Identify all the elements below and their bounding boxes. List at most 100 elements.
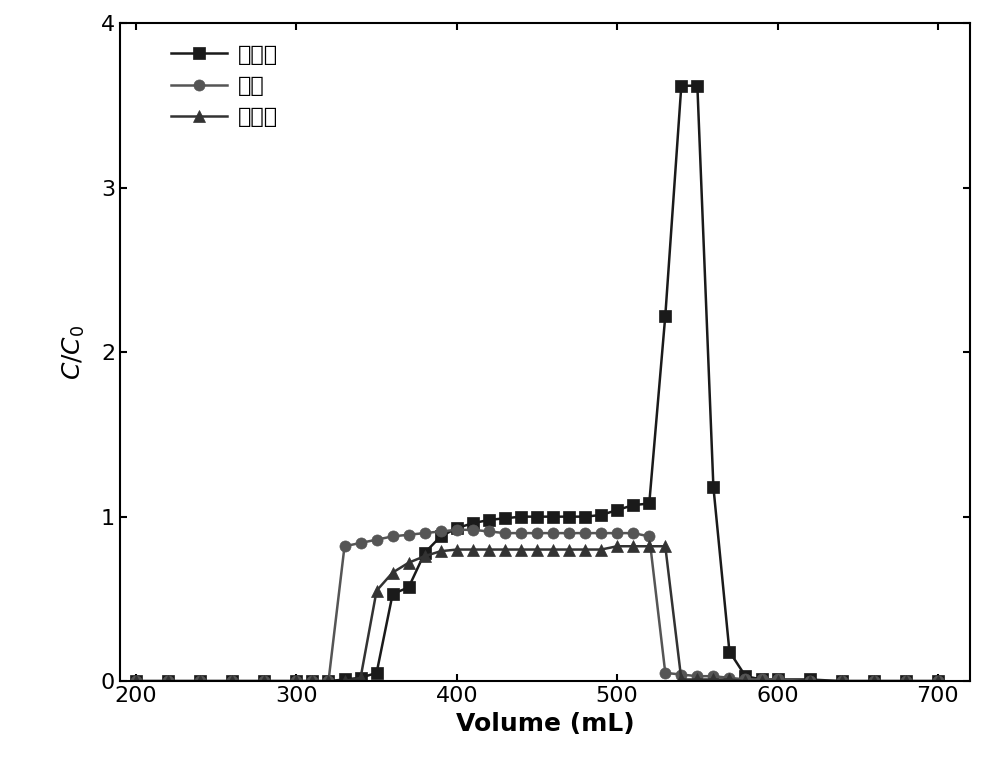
色素 xyxy=(306,676,318,686)
戊二胺 xyxy=(226,676,238,686)
硫酸盐 xyxy=(707,675,719,684)
色素 xyxy=(130,676,142,686)
戊二胺 xyxy=(868,676,880,686)
戊二胺 xyxy=(258,676,270,686)
硫酸盐 xyxy=(322,676,334,686)
戊二胺 xyxy=(290,676,302,686)
戊二胺 xyxy=(675,81,687,91)
色素 xyxy=(499,529,511,538)
色素 xyxy=(868,676,880,686)
硫酸盐 xyxy=(531,545,543,554)
色素 xyxy=(836,676,848,686)
色素 xyxy=(451,525,463,534)
色素 xyxy=(772,675,784,684)
色素 xyxy=(226,676,238,686)
硫酸盐 xyxy=(563,545,575,554)
戊二胺 xyxy=(627,501,639,510)
戊二胺 xyxy=(707,482,719,491)
硫酸盐 xyxy=(483,545,495,554)
Line: 硫酸盐: 硫酸盐 xyxy=(130,541,943,687)
戊二胺 xyxy=(162,676,174,686)
色素 xyxy=(595,529,607,538)
色素 xyxy=(515,529,527,538)
戊二胺 xyxy=(419,548,431,557)
硫酸盐 xyxy=(547,545,559,554)
戊二胺 xyxy=(306,676,318,686)
戊二胺 xyxy=(563,512,575,522)
色素 xyxy=(804,676,816,686)
Line: 戊二胺: 戊二胺 xyxy=(130,80,943,687)
色素 xyxy=(339,542,351,551)
硫酸盐 xyxy=(756,676,768,686)
色素 xyxy=(932,676,944,686)
色素 xyxy=(675,670,687,680)
戊二胺 xyxy=(355,673,367,683)
硫酸盐 xyxy=(419,551,431,560)
戊二胺 xyxy=(739,672,751,681)
色素 xyxy=(483,527,495,536)
戊二胺 xyxy=(130,676,142,686)
戊二胺 xyxy=(515,512,527,522)
硫酸盐 xyxy=(194,676,206,686)
戊二胺 xyxy=(611,505,623,515)
色素 xyxy=(531,529,543,538)
戊二胺 xyxy=(932,676,944,686)
硫酸盐 xyxy=(355,673,367,683)
戊二胺 xyxy=(322,676,334,686)
Legend: 戊二胺, 色素, 硫酸盐: 戊二胺, 色素, 硫酸盐 xyxy=(162,36,287,136)
戊二胺 xyxy=(756,675,768,684)
戊二胺 xyxy=(643,498,655,508)
硫酸盐 xyxy=(868,676,880,686)
硫酸盐 xyxy=(900,676,912,686)
硫酸盐 xyxy=(162,676,174,686)
硫酸盐 xyxy=(499,545,511,554)
硫酸盐 xyxy=(595,545,607,554)
色素 xyxy=(563,529,575,538)
硫酸盐 xyxy=(130,676,142,686)
硫酸盐 xyxy=(339,676,351,686)
戊二胺 xyxy=(339,675,351,684)
色素 xyxy=(627,529,639,538)
硫酸盐 xyxy=(226,676,238,686)
硫酸盐 xyxy=(371,586,383,595)
戊二胺 xyxy=(371,668,383,677)
戊二胺 xyxy=(836,676,848,686)
色素 xyxy=(611,529,623,538)
戊二胺 xyxy=(900,676,912,686)
硫酸盐 xyxy=(772,676,784,686)
硫酸盐 xyxy=(467,545,479,554)
色素 xyxy=(355,539,367,548)
Y-axis label: $C/C_0$: $C/C_0$ xyxy=(61,324,87,380)
X-axis label: Volume (mL): Volume (mL) xyxy=(456,711,634,735)
戊二胺 xyxy=(483,515,495,525)
硫酸盐 xyxy=(435,546,447,556)
色素 xyxy=(322,676,334,686)
色素 xyxy=(371,535,383,544)
色素 xyxy=(162,676,174,686)
色素 xyxy=(900,676,912,686)
戊二胺 xyxy=(194,676,206,686)
色素 xyxy=(387,532,399,541)
硫酸盐 xyxy=(643,542,655,551)
硫酸盐 xyxy=(515,545,527,554)
色素 xyxy=(467,525,479,534)
色素 xyxy=(547,529,559,538)
戊二胺 xyxy=(691,81,703,91)
硫酸盐 xyxy=(627,542,639,551)
色素 xyxy=(290,676,302,686)
色素 xyxy=(691,672,703,681)
戊二胺 xyxy=(772,675,784,684)
戊二胺 xyxy=(595,510,607,519)
色素 xyxy=(643,532,655,541)
硫酸盐 xyxy=(258,676,270,686)
色素 xyxy=(579,529,591,538)
戊二胺 xyxy=(403,583,415,592)
戊二胺 xyxy=(531,512,543,522)
硫酸盐 xyxy=(579,545,591,554)
硫酸盐 xyxy=(387,568,399,577)
硫酸盐 xyxy=(306,676,318,686)
硫酸盐 xyxy=(451,545,463,554)
色素 xyxy=(194,676,206,686)
色素 xyxy=(739,675,751,684)
戊二胺 xyxy=(387,589,399,598)
